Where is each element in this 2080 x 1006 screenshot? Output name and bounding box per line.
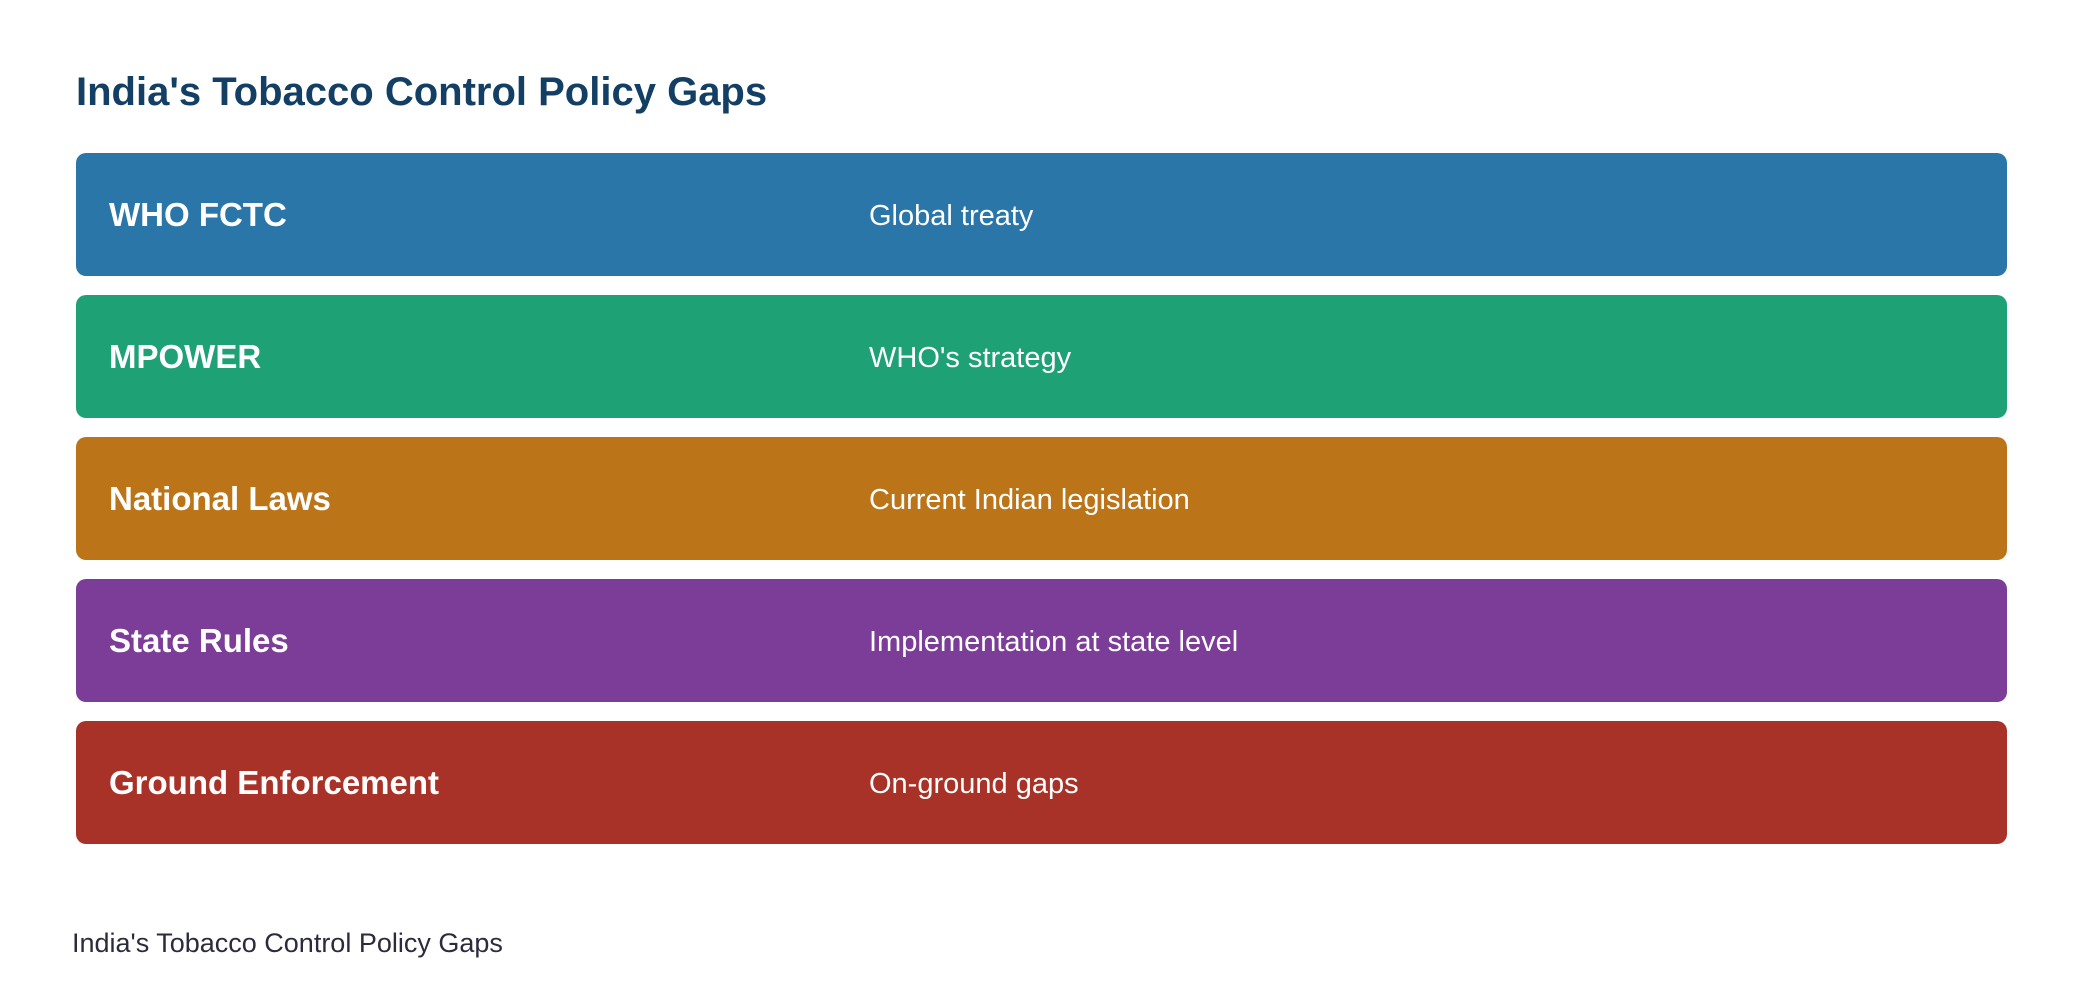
policy-row: WHO FCTC Global treaty xyxy=(76,153,2007,276)
row-description: Current Indian legislation xyxy=(869,484,1190,516)
policy-row: National Laws Current Indian legislation xyxy=(76,437,2007,560)
row-description: Implementation at state level xyxy=(869,626,1239,658)
caption: India's Tobacco Control Policy Gaps xyxy=(72,928,503,958)
row-label: MPOWER xyxy=(109,337,262,375)
title: India's Tobacco Control Policy Gaps xyxy=(76,70,768,114)
row-label: Ground Enforcement xyxy=(109,763,440,801)
row-label: State Rules xyxy=(109,621,289,659)
rows: WHO FCTC Global treaty MPOWER WHO's strateg… xyxy=(76,153,2007,863)
policy-row: MPOWER WHO's strategy xyxy=(76,295,2007,418)
row-label: National Laws xyxy=(109,479,331,517)
policy-row: State Rules Implementation at state level xyxy=(76,579,2007,702)
policy-row: Ground Enforcement On-ground gaps xyxy=(76,721,2007,844)
row-label: WHO FCTC xyxy=(109,195,287,233)
row-description: Global treaty xyxy=(869,200,1034,232)
row-description: On-ground gaps xyxy=(869,768,1079,800)
row-description: WHO's strategy xyxy=(869,342,1072,374)
